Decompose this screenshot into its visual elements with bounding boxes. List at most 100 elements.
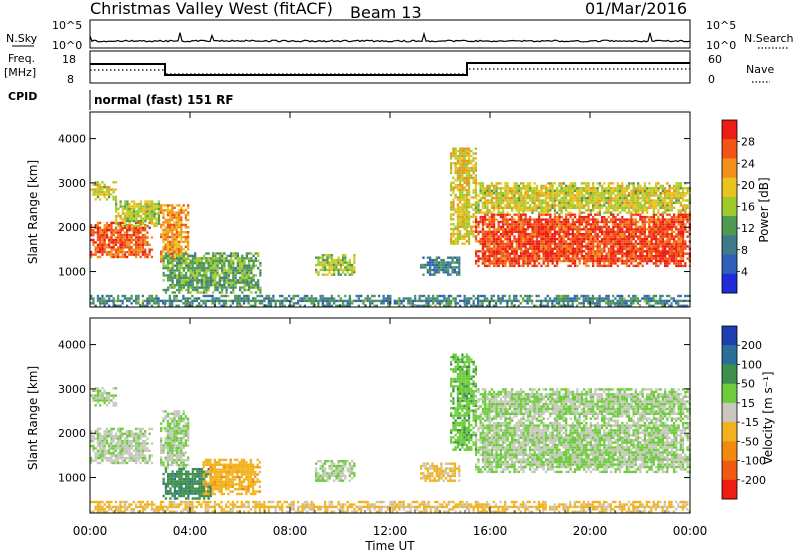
power-cell [650, 206, 653, 209]
power-cell [96, 250, 100, 254]
power-cell [504, 213, 507, 216]
power-cell [648, 218, 651, 221]
power-cell [175, 221, 178, 224]
power-cell [173, 250, 176, 253]
power-cell [580, 196, 583, 200]
power-cell [135, 221, 138, 225]
power-cell [196, 291, 199, 294]
power-cell [513, 247, 516, 250]
power-cell [601, 252, 604, 255]
power-cell [621, 192, 624, 195]
power-cell [659, 237, 662, 241]
power-cell [141, 248, 144, 251]
power-cell [641, 206, 644, 209]
power-cell [589, 228, 592, 231]
power-cell [96, 238, 100, 242]
power-cell [529, 218, 532, 221]
power-cell [504, 218, 507, 221]
power-cell [646, 252, 649, 255]
power-cell [162, 235, 165, 239]
power-cell [558, 194, 561, 197]
power-cell [157, 217, 161, 220]
power-cell [580, 254, 583, 258]
power-cell [187, 240, 190, 244]
power-cell [670, 199, 673, 202]
power-cell [682, 264, 685, 268]
power-cell [511, 215, 514, 219]
power-cell [94, 241, 97, 244]
power-cell [553, 252, 556, 255]
power-cell [465, 154, 469, 158]
power-cell [551, 206, 554, 209]
power-cell [517, 262, 521, 265]
power-cell [630, 201, 633, 205]
power-cell [178, 254, 181, 258]
power-cell [558, 204, 561, 207]
power-cell [574, 215, 577, 219]
power-cell [569, 206, 572, 209]
power-cell [551, 187, 554, 190]
power-cell [679, 187, 682, 190]
power-cell [569, 199, 572, 202]
power-cell [531, 211, 534, 214]
power-cell [522, 213, 525, 216]
power-cell [634, 187, 637, 190]
power-cell [198, 304, 201, 307]
power-cell [248, 264, 251, 267]
power-cell [630, 223, 633, 226]
power-cell [130, 212, 134, 215]
power-cell [459, 154, 462, 158]
power-cell [214, 257, 217, 260]
power-cell [486, 225, 489, 229]
power-cell [433, 271, 436, 274]
power-cell [479, 211, 482, 214]
power-cell [542, 240, 545, 243]
power-cell [513, 259, 516, 263]
power-cell [661, 250, 664, 253]
power-cell [182, 297, 185, 300]
power-cell [562, 194, 565, 197]
power-cell [623, 220, 626, 224]
power-cell [513, 228, 516, 231]
power-cell [121, 212, 125, 215]
power-cell [126, 212, 129, 215]
power-cell [108, 186, 111, 189]
power-cell [571, 223, 574, 226]
power-cell [652, 189, 655, 192]
power-cell [205, 271, 208, 275]
power-cell [592, 192, 595, 195]
power-cell [524, 247, 527, 250]
power-cell [639, 184, 642, 188]
power-cell [130, 302, 133, 305]
power-cell [92, 302, 95, 305]
power-cell [499, 225, 502, 229]
power-cell [544, 242, 548, 246]
power-cell [486, 204, 489, 207]
power-cell [668, 252, 671, 255]
power-cell [565, 245, 568, 248]
power-cell [576, 250, 579, 253]
power-cell [452, 203, 455, 206]
power-cell [578, 206, 581, 209]
power-cell [661, 257, 664, 260]
power-cell [594, 189, 597, 192]
power-cell [495, 192, 498, 195]
power-cell [560, 225, 563, 229]
power-cell [463, 171, 466, 175]
power-cell [114, 229, 118, 232]
power-cell [531, 201, 534, 205]
power-cell [565, 213, 568, 216]
power-cell [486, 250, 489, 253]
power-cell [679, 237, 682, 241]
power-cell [187, 288, 190, 292]
power-cell [657, 225, 660, 229]
power-cell [621, 254, 624, 258]
power-cell [589, 189, 592, 192]
power-cell [538, 242, 541, 246]
power-cell [465, 171, 469, 175]
power-cell [328, 271, 331, 274]
power-cell [146, 255, 149, 259]
power-cell [578, 196, 581, 200]
power-cell [643, 237, 646, 241]
power-cell [250, 276, 253, 279]
